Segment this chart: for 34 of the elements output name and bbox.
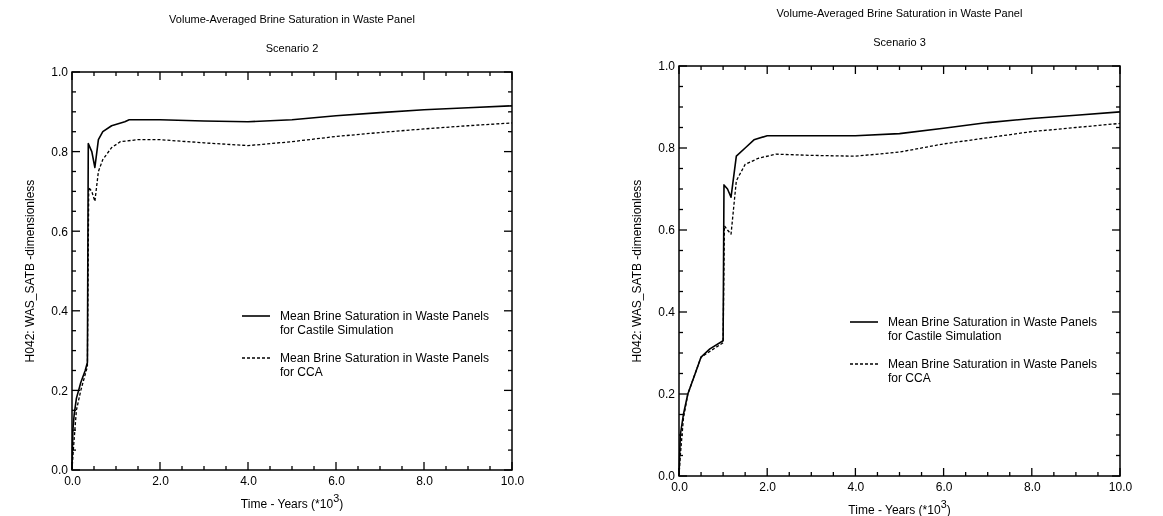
legend-label: Mean Brine Saturation in Waste Panels for Castile Simulation xyxy=(888,315,1097,343)
x-tick-label: 8.0 xyxy=(1023,479,1041,494)
chart-subtitle: Scenario 3 xyxy=(873,36,926,48)
x-tick-label: 0.0 xyxy=(671,479,689,494)
y-tick-label: 0.4 xyxy=(658,305,676,320)
x-tick-label: 10.0 xyxy=(500,473,525,488)
x-tick-label: 6.0 xyxy=(328,473,346,488)
x-tick-label: 6.0 xyxy=(935,479,953,494)
x-tick-label: 10.0 xyxy=(1108,479,1133,494)
y-tick-label: 0.8 xyxy=(51,144,69,159)
y-tick-label: 0.2 xyxy=(658,387,676,402)
x-axis-title: Time - Years (*10$^{3}$) xyxy=(848,498,951,516)
y-axis-title: H042: WAS_SATB -dimensionless xyxy=(23,179,37,363)
y-tick-label: 1.0 xyxy=(658,59,676,74)
y-axis-title: H042: WAS_SATB -dimensionless xyxy=(630,179,644,363)
y-tick-label: 1.0 xyxy=(51,65,69,80)
y-tick-label: 0.4 xyxy=(51,304,69,319)
y-tick-label: 0.8 xyxy=(658,141,676,156)
x-tick-label: 0.0 xyxy=(64,473,82,488)
chart-subtitle: Scenario 2 xyxy=(265,42,319,54)
y-tick-label: 0.6 xyxy=(658,223,676,238)
y-tick-label: 0.2 xyxy=(51,383,69,398)
x-tick-label: 4.0 xyxy=(847,479,865,494)
chart-title: Volume-Averaged Brine Saturation in Waste Panel xyxy=(776,7,1023,19)
x-tick-label: 8.0 xyxy=(416,473,434,488)
x-tick-label: 4.0 xyxy=(240,473,258,488)
y-tick-label: 0.6 xyxy=(51,224,69,239)
legend-label: Mean Brine Saturation in Waste Panels for Castile Simulation xyxy=(280,309,489,337)
legend-label: Mean Brine Saturation in Waste Panels for CCA xyxy=(888,357,1097,385)
chart-title: Volume-Averaged Brine Saturation in Waste Panel xyxy=(169,13,415,25)
x-tick-label: 2.0 xyxy=(759,479,777,494)
legend-label: Mean Brine Saturation in Waste Panels for CCA xyxy=(280,351,489,379)
x-axis-title: Time - Years (*10$^{3}$) xyxy=(240,492,344,511)
x-tick-label: 2.0 xyxy=(152,473,170,488)
